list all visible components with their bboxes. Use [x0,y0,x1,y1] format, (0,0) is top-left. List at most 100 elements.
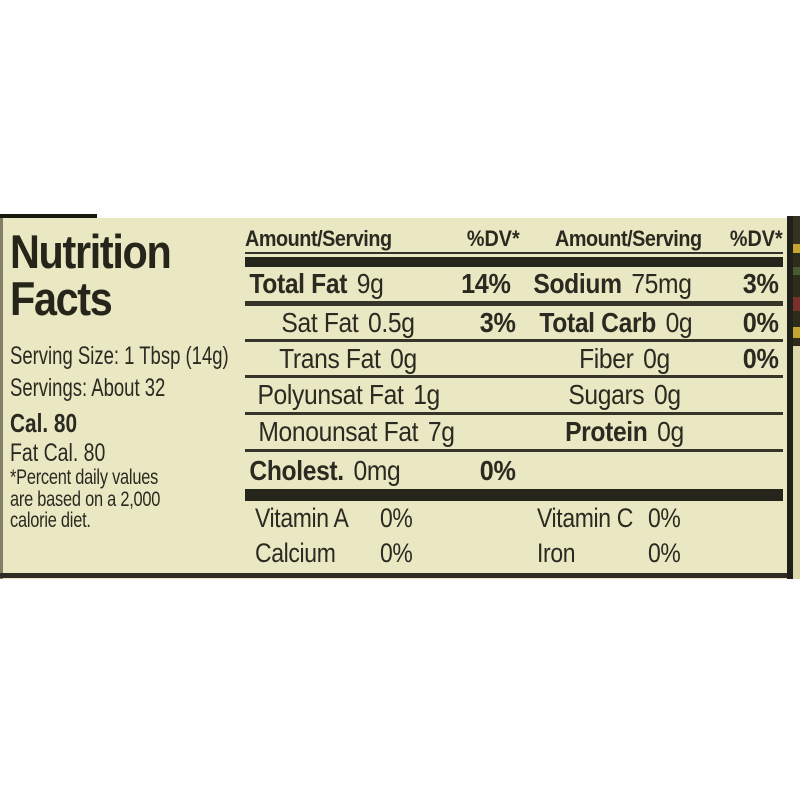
strip-segment [793,244,800,253]
jar-edge-strip [793,216,800,579]
header-right-column: Amount/Serving %DV* [535,226,783,252]
row-monounsat-fat: Monounsat Fat 7g [245,415,520,449]
strip-segment [793,327,800,338]
strip-segment [793,338,800,346]
nutrient-name-amount: Sodium 75mg [529,268,693,300]
nutrient-name-amount: Protein 0g [546,416,704,448]
label-left-edge [0,218,3,579]
strip-segment [793,253,800,267]
nutrient-name: Total Carb [539,306,656,338]
nutrient-name-amount: Fiber 0g [546,343,704,375]
micronutrient-name: Vitamin A [255,503,349,533]
nutrient-amount: 0g [653,379,681,410]
nutrient-name-amount: Trans Fat 0g [257,343,438,375]
row-polyunsat-fat: Polyunsat Fat 1g [245,378,520,412]
strip-segment [793,297,800,311]
table-row: Monounsat Fat 7g Protein 0g [245,415,783,452]
header-amount-serving: Amount/Serving [245,226,392,251]
label-right-edge [787,216,793,579]
label-bottom-edge [0,573,794,578]
nutrient-name: Protein [565,416,648,447]
strip-segment [793,216,800,244]
nutrient-name-amount: Sugars 0g [546,379,704,411]
nutrient-name: Total Fat [249,268,348,299]
nutrient-name: Cholest. [249,454,344,486]
nutrient-dv: 3% [742,268,779,299]
table-header: Amount/Serving %DV* Amount/Serving %DV* [245,226,783,254]
nutrient-amount: 75mg [631,268,693,299]
nutrition-facts-title: Nutrition Facts [10,225,172,325]
nutrient-amount: 0g [657,416,684,447]
row-cholesterol: Cholest. 0mg 0% [245,452,520,489]
micronutrient-row: Calcium 0% Iron 0% [255,536,783,571]
row-protein: Protein 0g [535,415,783,449]
header-middle-column: Amount/Serving %DV* [245,226,520,252]
dv-footnote: *Percent daily values are based on a 2,0… [10,466,161,532]
section-rule-bar [245,489,783,501]
row-sat-fat: Sat Fat 0.5g 3% [245,306,520,339]
nutrient-name-amount: Sat Fat 0.5g [257,307,438,339]
strip-segment [793,267,800,275]
micronutrient-row: Vitamin A 0% Vitamin C 0% [255,501,783,536]
nutrient-name: Trans Fat [279,342,381,374]
micronutrient-name: Vitamin C [537,503,634,533]
row-total-carb: Total Carb 0g 0% [535,306,783,339]
column-gap [520,342,535,375]
nutrient-table: Amount/Serving %DV* Amount/Serving %DV* … [245,226,783,571]
table-row: Sat Fat 0.5g 3% Total Carb 0g 0% [245,306,783,342]
nutrition-facts-label: Nutrition Facts Serving Size: 1 Tbsp (14… [0,218,794,579]
nutrient-name: Sat Fat [281,306,359,338]
label-left-panel: Nutrition Facts Serving Size: 1 Tbsp (14… [10,218,244,579]
micronutrient-value: 0% [380,503,413,533]
nutrient-name: Sugars [568,379,645,410]
header-dv: %DV* [730,226,783,251]
serving-size: Serving Size: 1 Tbsp (14g) [10,342,229,370]
nutrient-amount: 0mg [353,454,401,486]
table-row: Polyunsat Fat 1g Sugars 0g [245,378,783,415]
row-trans-fat: Trans Fat 0g [245,342,520,375]
strip-segment [793,275,800,297]
nutrient-name: Sodium [533,268,623,299]
nutrient-name-amount: Total Carb 0g [535,306,693,339]
row-total-fat: Total Fat 9g 14% [245,267,515,301]
nutrient-amount: 1g [413,379,440,410]
micronutrient-value: 0% [380,538,413,568]
column-gap [520,452,535,489]
nutrient-name-amount: Polyunsat Fat 1g [257,379,440,411]
micronutrient-value: 0% [648,503,681,533]
micronutrient-name: Iron [537,538,576,568]
column-gap [515,267,530,301]
nutrient-dv: 0% [742,306,779,338]
nutrient-dv: 3% [479,306,516,338]
nutrient-name-amount: Cholest. 0mg [245,455,426,487]
nutrient-amount: 9g [356,268,384,299]
row-fiber: Fiber 0g 0% [535,342,783,375]
nutrient-dv: 14% [460,268,511,299]
column-gap [520,306,535,339]
nutrient-name-amount: Monounsat Fat 7g [258,416,455,448]
calories: Cal. 80 [10,408,78,438]
strip-segment [793,346,800,579]
row-sugars: Sugars 0g [535,378,783,412]
header-amount-serving: Amount/Serving [555,226,702,251]
table-row: Cholest. 0mg 0% [245,452,783,489]
header-dv: %DV* [467,226,520,251]
nutrient-amount: 0g [665,306,693,338]
strip-segment [793,311,800,327]
nutrient-name: Polyunsat Fat [257,379,404,410]
column-gap [520,415,535,449]
servings-count: Servings: About 32 [10,374,166,402]
fat-calories: Fat Cal. 80 [10,439,106,467]
micronutrient-value: 0% [648,538,681,568]
micronutrients-section: Vitamin A 0% Vitamin C 0% Calcium 0% Iro… [245,501,783,571]
row-sodium: Sodium 75mg 3% [529,267,783,301]
nutrient-name: Fiber [579,342,634,374]
nutrient-dv: 0% [742,342,779,374]
nutrient-amount: 0g [390,342,417,374]
nutrient-amount: 0g [643,342,670,374]
nutrient-name: Monounsat Fat [258,416,419,447]
nutrient-amount: 0.5g [368,306,415,338]
nutrient-amount: 7g [427,416,455,447]
table-row: Total Fat 9g 14% Sodium 75mg 3% [245,267,783,306]
